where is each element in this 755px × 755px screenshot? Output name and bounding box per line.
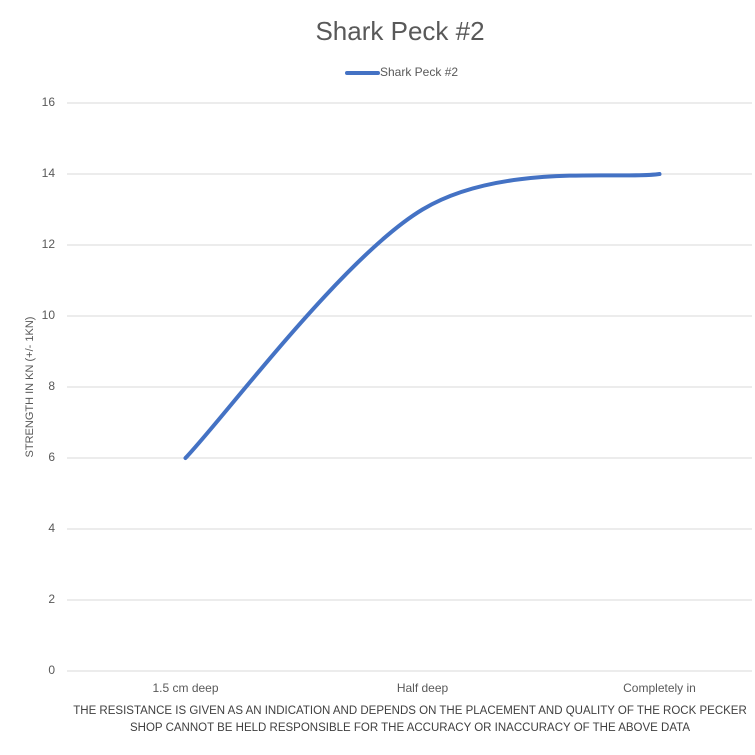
y-tick-label: 10 — [42, 308, 56, 322]
y-tick-label: 12 — [42, 237, 56, 251]
chart-title: Shark Peck #2 — [315, 16, 484, 46]
x-axis-title: THE RESISTANCE IS GIVEN AS AN INDICATION… — [73, 705, 747, 734]
y-tick-label: 0 — [48, 663, 55, 677]
x-tick-label: Completely in — [623, 681, 696, 695]
y-tick-label: 8 — [48, 379, 55, 393]
y-tick-label: 16 — [42, 95, 56, 109]
x-tick-label: 1.5 cm deep — [152, 681, 218, 695]
x-tick-label: Half deep — [397, 681, 449, 695]
y-tick-label: 2 — [48, 592, 55, 606]
line-series — [183, 172, 662, 460]
y-axis-title: STRENGTH IN KN (+/- 1KN) — [24, 317, 36, 458]
legend-label: Shark Peck #2 — [380, 65, 458, 79]
y-tick-label: 6 — [48, 450, 55, 464]
y-tick-label: 14 — [42, 166, 56, 180]
y-tick-label: 4 — [48, 521, 55, 535]
